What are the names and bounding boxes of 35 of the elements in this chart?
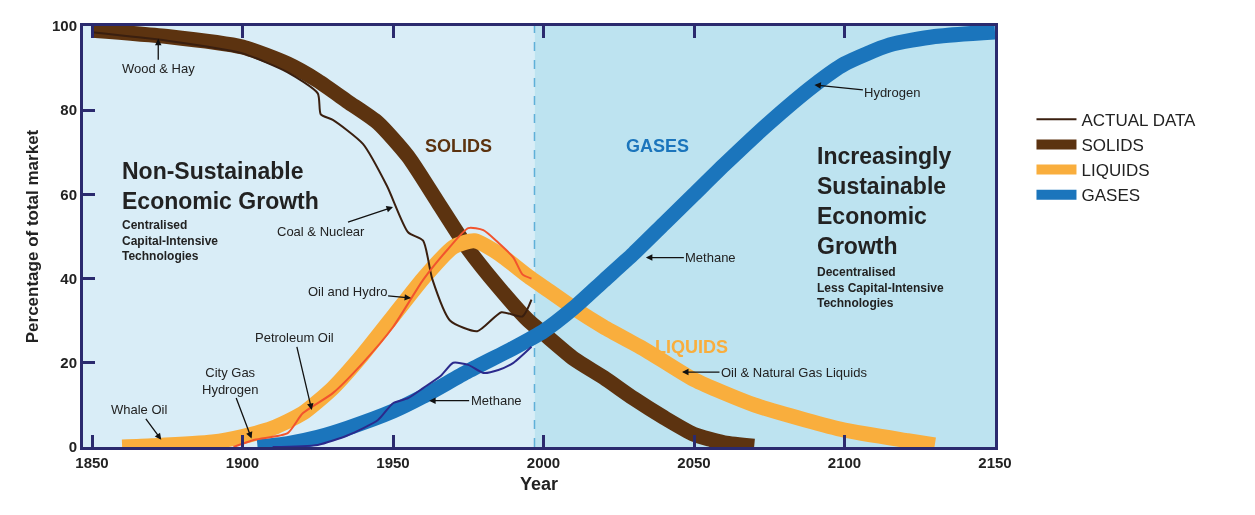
annotation: Petroleum Oil (255, 330, 334, 345)
legend-label: LIQUIDS (1081, 161, 1150, 181)
y-tick-label: 20 (60, 354, 77, 372)
annotation: Wood & Hay (122, 61, 196, 76)
annotation: Increasingly Sustainable Economic Growth (817, 143, 952, 259)
annotation: Decentralised Less Capital-Intensive Technologies (817, 265, 945, 311)
y-tick-label: 80 (60, 101, 77, 119)
y-tick-label: 60 (60, 185, 77, 203)
legend-label: GASES (1081, 186, 1141, 206)
annotation: Coal & Nuclear (277, 224, 366, 239)
text: GASES (626, 136, 690, 156)
annotation: Non-Sustainable Economic Growth (122, 158, 319, 214)
annotation: Centralised Capital-Intensive Technologies (122, 218, 219, 264)
annotation: Methane (685, 250, 736, 265)
y-tick-label: 0 (68, 438, 77, 456)
x-tick-label: 2000 (526, 454, 561, 471)
legend-label: ACTUAL DATA (1081, 110, 1197, 130)
x-axis-title: Year (519, 474, 559, 495)
x-tick-label: 2100 (827, 454, 862, 471)
legend-label: SOLIDS (1081, 136, 1144, 156)
annotation: Oil & Natural Gas Liquids (721, 365, 868, 380)
y-tick-label: 100 (51, 17, 77, 35)
x-tick-label: 1950 (376, 454, 410, 471)
text: SOLIDS (425, 136, 493, 156)
y-axis-title: Percentage of total market (22, 129, 42, 344)
annotation: Hydrogen (864, 85, 921, 100)
x-tick-label: 1850 (75, 454, 109, 471)
x-tick-label: 2050 (677, 454, 711, 471)
annotation: City Gas Hydrogen (202, 365, 259, 397)
annotation: Methane (471, 393, 522, 408)
x-tick-label: 2150 (978, 454, 1012, 471)
annotation: Whale Oil (111, 402, 168, 417)
annotation: Oil and Hydro (308, 284, 388, 299)
x-tick-label: 1900 (225, 454, 260, 471)
y-tick-label: 40 (60, 269, 77, 287)
